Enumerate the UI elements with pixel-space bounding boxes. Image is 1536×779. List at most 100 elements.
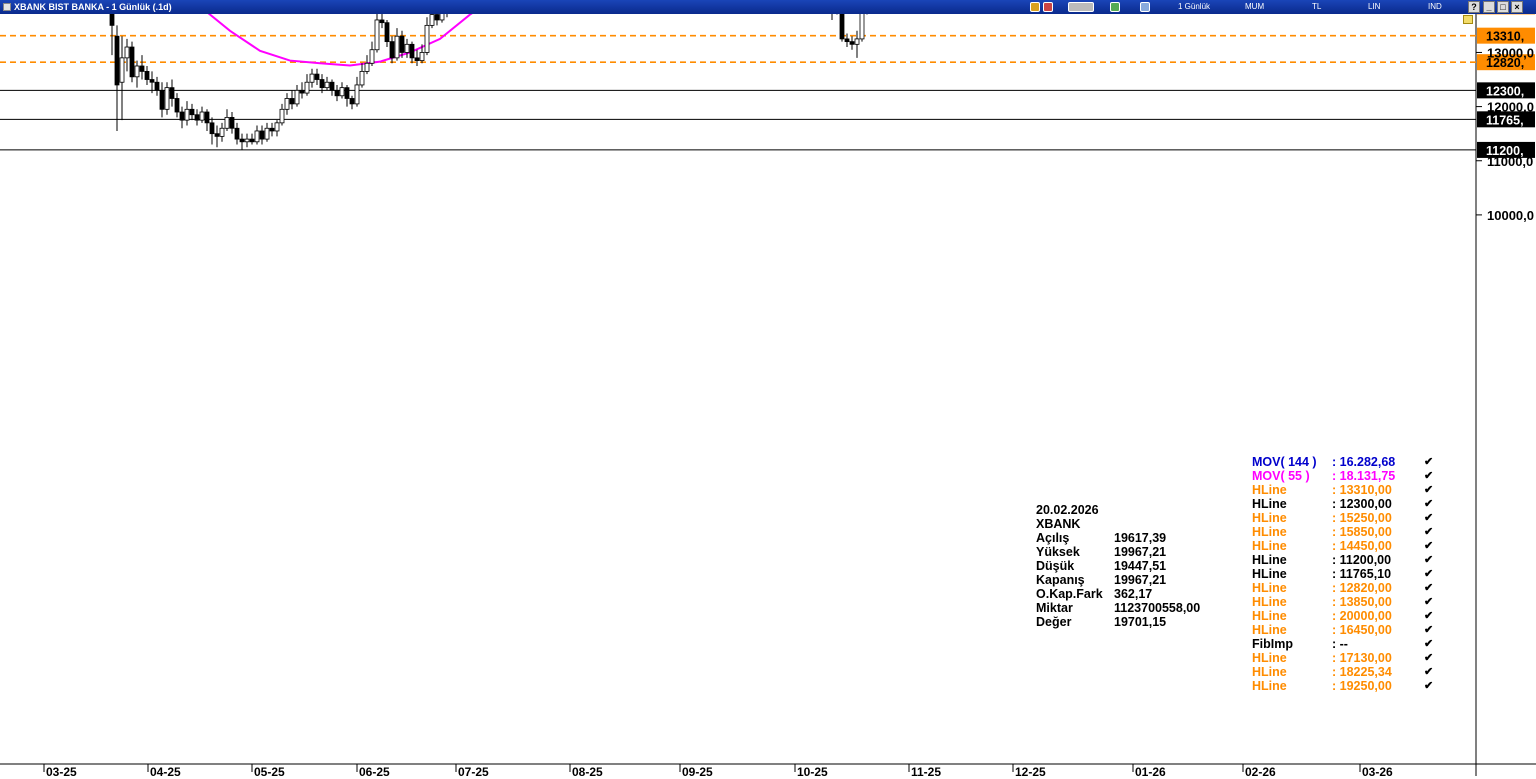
legend-row[interactable]: HLine: 11200,00 ✔ bbox=[1252, 553, 1442, 567]
legend-row[interactable]: FibImp: -- ✔ bbox=[1252, 637, 1442, 651]
legend-value: : 12300,00 bbox=[1332, 497, 1392, 511]
x-tick-label: 09-25 bbox=[682, 765, 713, 779]
candle bbox=[334, 84, 340, 102]
down-candle-body bbox=[299, 89, 305, 94]
legend-row[interactable]: HLine: 20000,00 ✔ bbox=[1252, 609, 1442, 623]
print-icon[interactable] bbox=[1068, 2, 1094, 12]
legend-row[interactable]: HLine: 17130,00 ✔ bbox=[1252, 651, 1442, 665]
legend-row[interactable]: HLine: 18225,34 ✔ bbox=[1252, 665, 1442, 679]
down-candle-body bbox=[144, 71, 150, 80]
info-value: 19967,21 bbox=[1114, 545, 1167, 559]
check-icon[interactable]: ✔ bbox=[1424, 512, 1434, 524]
legend-row[interactable]: MOV( 144 ): 16.282,68 ✔ bbox=[1252, 455, 1442, 469]
up-candle-body bbox=[264, 127, 270, 140]
candle bbox=[284, 93, 290, 115]
hline-price-label: 12300, bbox=[1486, 84, 1524, 98]
hline-price-tag bbox=[1477, 27, 1535, 44]
chart-frame bbox=[0, 14, 1536, 776]
hline-price-tag bbox=[1477, 111, 1535, 128]
up-candle-body bbox=[424, 24, 430, 53]
info-date-row: 20.02.2026 bbox=[1036, 503, 1276, 517]
legend-row[interactable]: HLine: 12820,00 ✔ bbox=[1252, 581, 1442, 595]
legend-row[interactable]: MOV( 55 ): 18.131,75 ✔ bbox=[1252, 469, 1442, 483]
check-icon[interactable]: ✔ bbox=[1424, 680, 1434, 692]
hline-price-tag bbox=[1477, 54, 1535, 71]
legend-row[interactable]: HLine: 13310,00 ✔ bbox=[1252, 483, 1442, 497]
check-icon[interactable]: ✔ bbox=[1424, 484, 1434, 496]
scale-button[interactable]: LIN bbox=[1368, 2, 1381, 11]
up-candle-body bbox=[119, 57, 125, 83]
down-candle-body bbox=[229, 117, 235, 129]
candle bbox=[429, 14, 435, 29]
check-icon[interactable]: ✔ bbox=[1424, 456, 1434, 468]
legend-name: HLine bbox=[1252, 539, 1287, 553]
down-candle-body bbox=[379, 19, 385, 24]
maximize-button[interactable]: □ bbox=[1497, 1, 1509, 13]
mov55-line bbox=[207, 14, 473, 67]
check-icon[interactable]: ✔ bbox=[1424, 624, 1434, 636]
check-icon[interactable]: ✔ bbox=[1424, 498, 1434, 510]
check-icon[interactable]: ✔ bbox=[1424, 554, 1434, 566]
legend-row[interactable]: HLine: 13850,00 ✔ bbox=[1252, 595, 1442, 609]
candle bbox=[249, 133, 255, 145]
down-candle-body bbox=[399, 35, 405, 53]
up-candle-body bbox=[309, 73, 315, 83]
check-icon[interactable]: ✔ bbox=[1424, 596, 1434, 608]
check-icon[interactable]: ✔ bbox=[1424, 666, 1434, 678]
up-candle-body bbox=[254, 130, 260, 143]
check-icon[interactable]: ✔ bbox=[1424, 540, 1434, 552]
check-icon[interactable]: ✔ bbox=[1424, 582, 1434, 594]
up-candle-body bbox=[394, 35, 400, 59]
period-button[interactable]: 1 Günlük bbox=[1178, 2, 1211, 11]
zoom-icon[interactable] bbox=[1043, 2, 1053, 12]
currency-button[interactable]: TL bbox=[1312, 2, 1322, 11]
legend-value: : 13850,00 bbox=[1332, 595, 1392, 609]
up-candle-body bbox=[369, 49, 375, 64]
x-tick-label: 07-25 bbox=[458, 765, 489, 779]
y-tick-label: 10000,0 bbox=[1487, 208, 1534, 223]
up-candle-body bbox=[859, 14, 865, 40]
legend-row[interactable]: HLine: 15250,00 ✔ bbox=[1252, 511, 1442, 525]
check-icon[interactable]: ✔ bbox=[1424, 638, 1434, 650]
up-candle-body bbox=[364, 62, 370, 72]
y-tick-label: 12000,0 bbox=[1487, 100, 1534, 115]
help-button[interactable]: ? bbox=[1468, 1, 1480, 13]
candle bbox=[254, 125, 260, 145]
info-value-row: Değer 19701,15 bbox=[1036, 615, 1276, 629]
legend-row[interactable]: HLine: 15850,00 ✔ bbox=[1252, 525, 1442, 539]
legend-name: HLine bbox=[1252, 511, 1287, 525]
close-button[interactable]: × bbox=[1511, 1, 1523, 13]
chart-type-button[interactable]: MUM bbox=[1245, 2, 1265, 11]
check-icon[interactable]: ✔ bbox=[1424, 568, 1434, 580]
check-icon[interactable]: ✔ bbox=[1424, 652, 1434, 664]
lock-icon[interactable] bbox=[1463, 15, 1473, 24]
settings-icon[interactable] bbox=[1140, 2, 1150, 12]
legend-row[interactable]: HLine: 14450,00 ✔ bbox=[1252, 539, 1442, 553]
legend-row[interactable]: HLine: 11765,10 ✔ bbox=[1252, 567, 1442, 581]
candle bbox=[194, 109, 200, 126]
check-icon[interactable]: ✔ bbox=[1424, 470, 1434, 482]
check-icon[interactable]: ✔ bbox=[1424, 610, 1434, 622]
price-chart[interactable]: 20000,19250,18225,17130,16450,15850,1525… bbox=[0, 14, 1536, 779]
candle bbox=[139, 55, 145, 80]
check-icon[interactable]: ✔ bbox=[1424, 526, 1434, 538]
down-candle-body bbox=[839, 14, 845, 40]
hline-price-tag bbox=[1477, 141, 1535, 158]
window-title: XBANK BIST BANKA - 1 Günlük (.1d) bbox=[14, 2, 172, 12]
info-open-row: Açılış 19617,39 bbox=[1036, 531, 1276, 545]
up-candle-body bbox=[219, 127, 225, 137]
legend-row[interactable]: HLine: 12300,00 ✔ bbox=[1252, 497, 1442, 511]
legend-row[interactable]: HLine: 19250,00 ✔ bbox=[1252, 679, 1442, 693]
down-candle-body bbox=[169, 87, 175, 99]
legend-name: HLine bbox=[1252, 553, 1287, 567]
legend-row[interactable]: HLine: 16450,00 ✔ bbox=[1252, 623, 1442, 637]
indicator-button[interactable]: IND bbox=[1428, 2, 1442, 11]
down-candle-body bbox=[209, 122, 215, 135]
hline-price-label: 12820, bbox=[1486, 56, 1524, 70]
minimize-button[interactable]: _ bbox=[1483, 1, 1495, 13]
candle bbox=[394, 28, 400, 61]
candle bbox=[214, 125, 220, 148]
legend-name: HLine bbox=[1252, 525, 1287, 539]
chart-tool-icon[interactable] bbox=[1030, 2, 1040, 12]
ruler-icon[interactable] bbox=[1110, 2, 1120, 12]
